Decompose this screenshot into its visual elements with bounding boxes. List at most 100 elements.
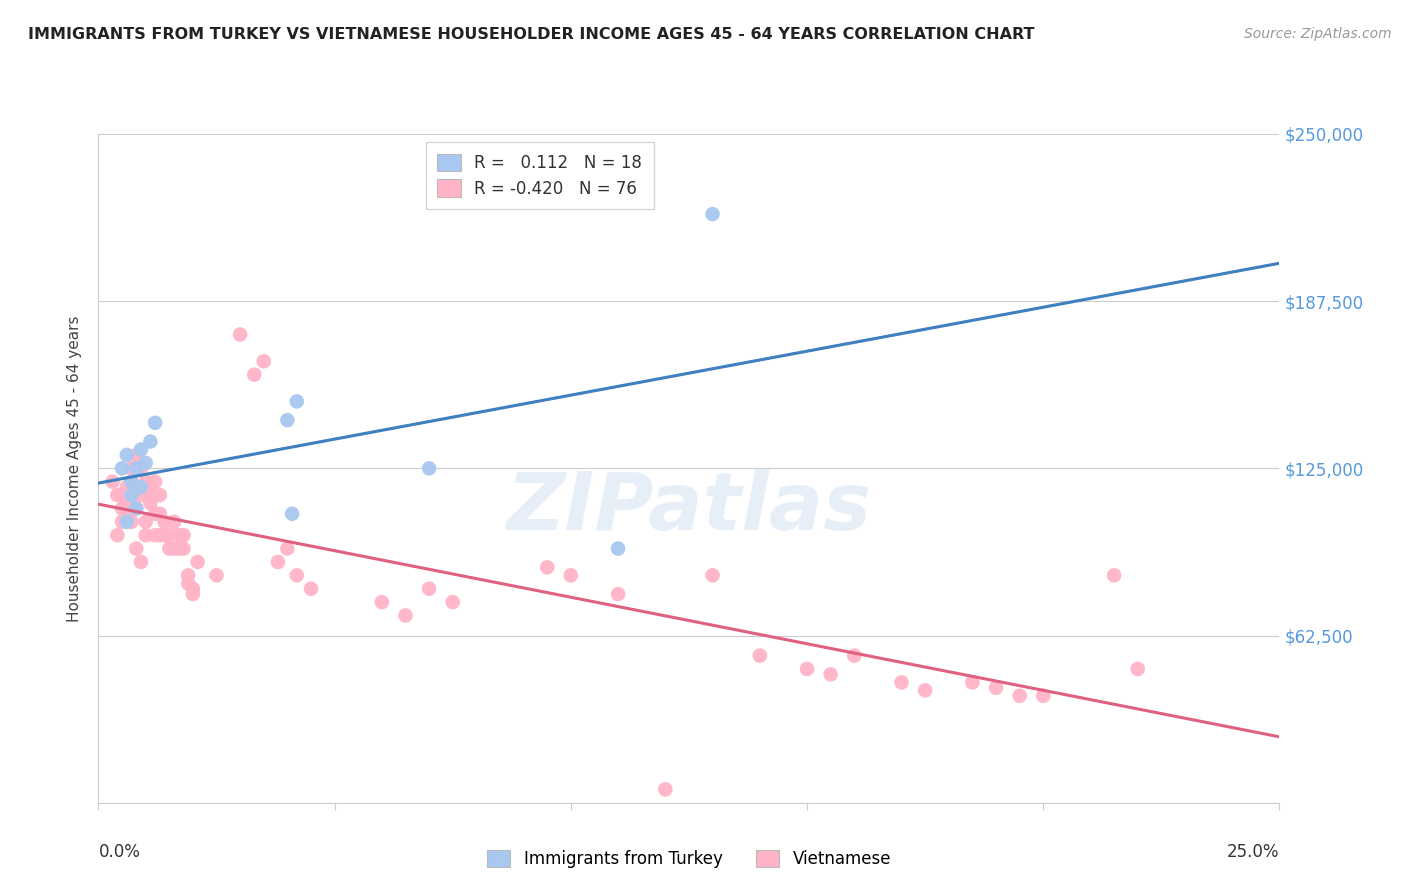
Point (111, 461, 134, 475)
Point (111, 515, 134, 529)
Point (101, 475, 124, 489)
Point (163, 515, 186, 529)
Point (418, 461, 440, 475)
Point (149, 488, 172, 502)
Point (121, 480, 143, 494)
Point (149, 507, 172, 521)
Point (139, 434, 162, 449)
Point (129, 480, 152, 494)
Point (111, 501, 134, 516)
Point (105, 488, 128, 502)
Point (125, 461, 148, 475)
Point (1032, 689, 1054, 703)
Legend: Immigrants from Turkey, Vietnamese: Immigrants from Turkey, Vietnamese (481, 843, 897, 875)
Point (167, 528, 190, 542)
Point (121, 515, 143, 529)
Point (143, 475, 166, 489)
Point (276, 413, 298, 427)
Point (135, 475, 157, 489)
Point (172, 528, 194, 542)
Y-axis label: Householder Income Ages 45 - 64 years: Householder Income Ages 45 - 64 years (67, 315, 83, 622)
Point (276, 541, 298, 556)
Text: 25.0%: 25.0% (1227, 843, 1279, 861)
Point (394, 608, 416, 623)
Point (748, 648, 770, 663)
Point (177, 576, 200, 591)
Point (105, 528, 128, 542)
Point (149, 528, 172, 542)
Point (441, 595, 464, 609)
Point (607, 587, 630, 601)
Point (796, 662, 818, 676)
Point (1008, 689, 1031, 703)
Text: Source: ZipAtlas.com: Source: ZipAtlas.com (1244, 27, 1392, 41)
Point (121, 461, 143, 475)
Point (121, 475, 143, 489)
Point (181, 582, 204, 596)
Point (560, 568, 582, 582)
Point (111, 488, 134, 502)
Point (115, 515, 138, 529)
Point (115, 496, 138, 510)
Point (139, 496, 162, 510)
Point (157, 541, 180, 556)
Point (139, 488, 162, 502)
Point (299, 582, 322, 596)
Point (172, 541, 194, 556)
Point (115, 448, 138, 462)
Point (285, 394, 308, 409)
Point (890, 675, 912, 690)
Point (143, 416, 166, 430)
Point (820, 667, 842, 681)
Point (129, 555, 152, 569)
Point (125, 541, 148, 556)
Point (1102, 568, 1125, 582)
Point (153, 515, 176, 529)
Point (125, 501, 148, 516)
Point (139, 480, 162, 494)
Point (984, 681, 1007, 695)
Point (115, 507, 138, 521)
Point (121, 475, 143, 489)
Point (914, 683, 936, 698)
Point (157, 528, 180, 542)
Point (281, 507, 304, 521)
Point (654, 782, 676, 797)
Point (1126, 662, 1149, 676)
Point (125, 501, 148, 516)
Point (536, 560, 558, 574)
Point (129, 442, 152, 457)
Point (167, 541, 190, 556)
Point (135, 456, 157, 470)
Point (129, 461, 152, 475)
Point (121, 488, 143, 502)
Point (163, 541, 186, 556)
Point (135, 515, 157, 529)
Point (115, 480, 138, 494)
Text: 0.0%: 0.0% (98, 843, 141, 861)
Point (253, 354, 276, 368)
Point (702, 568, 724, 582)
Text: IMMIGRANTS FROM TURKEY VS VIETNAMESE HOUSEHOLDER INCOME AGES 45 - 64 YEARS CORRE: IMMIGRANTS FROM TURKEY VS VIETNAMESE HOU… (28, 27, 1035, 42)
Point (962, 675, 984, 690)
Point (205, 568, 228, 582)
Point (418, 582, 440, 596)
Point (844, 648, 866, 663)
Point (181, 587, 204, 601)
Point (371, 595, 394, 609)
Point (135, 528, 157, 542)
Point (125, 448, 148, 462)
Point (243, 368, 266, 382)
Point (267, 555, 290, 569)
Point (177, 568, 200, 582)
Text: ZIPatlas: ZIPatlas (506, 469, 872, 548)
Point (129, 488, 152, 502)
Point (187, 555, 209, 569)
Point (229, 327, 252, 342)
Point (285, 568, 308, 582)
Point (153, 528, 176, 542)
Point (143, 507, 166, 521)
Point (125, 461, 148, 475)
Point (607, 541, 630, 556)
Point (702, 207, 724, 221)
